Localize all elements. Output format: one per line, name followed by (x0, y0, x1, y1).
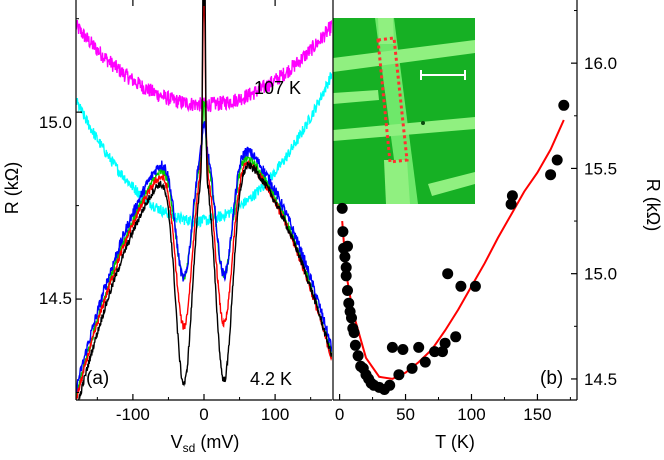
panel-b-data-point (437, 346, 448, 358)
panel-b-ytick-label: 15.0 (584, 265, 617, 284)
panel-b-data-point (340, 270, 352, 282)
panel-b-data-point (384, 379, 396, 391)
panel-b-ticks (338, 10, 577, 400)
panel-a-xtick-label: 0 (199, 405, 208, 424)
inset-electrode (428, 172, 475, 196)
panel-a-ylabel: R (kΩ) (2, 162, 22, 214)
panel-b-data-point (506, 190, 518, 202)
inset-electrode (333, 40, 475, 72)
inset-electrode (333, 117, 475, 141)
panel-a-series-line (77, 0, 332, 400)
panel-b-data-point (393, 369, 405, 381)
panel-b-ylabel: R (kΩ) (643, 179, 663, 231)
inset-particle (421, 121, 425, 125)
panel-b-ytick-label: 15.5 (584, 159, 617, 178)
panel-a-xlabel-sub: sd (183, 441, 196, 455)
panel-b-xlabel: T (K) (435, 432, 475, 452)
panel-b-data-point (429, 346, 441, 358)
panel-a-series-line (76, 72, 332, 229)
panel-b-data-point (348, 327, 360, 339)
panel-b-ytick-label: 14.5 (584, 370, 617, 389)
panel-b-ytick-labels: 14.5 15.0 15.5 16.0 (584, 54, 617, 389)
panel-b-data-point (349, 339, 361, 351)
annotation-4-2k: 4.2 K (250, 369, 292, 389)
panel-b-data-point (336, 202, 348, 214)
panel-a: 14.5 15.0 -100 0 100 Vsd (mV) R (kΩ) (a) 1… (2, 0, 332, 455)
panel-b-data-point (343, 297, 355, 309)
panel-b-data-point (346, 312, 357, 324)
panel-b-data-point (419, 356, 431, 368)
panel-a-series-line (76, 20, 332, 113)
panel-b-data-point (551, 154, 563, 166)
panel-b-xtick-label: 0 (335, 405, 344, 424)
panel-b-data-point (558, 99, 570, 111)
panel-b-data-point (340, 261, 352, 273)
inset-electrode (384, 160, 410, 204)
panel-a-ytick-label: 15.0 (39, 113, 72, 132)
panel-b: 0 50 100 150 14.515.015.516.0 T (K) R (kΩ) … (332, 0, 663, 452)
panel-a-xlabel-main: V (171, 432, 183, 452)
panel-b-fit-curve (341, 119, 565, 380)
panel-b-data-point (413, 341, 425, 353)
panel-b-data-point (337, 226, 349, 238)
panel-b-data-point (386, 341, 398, 353)
panel-b-xtick-label: 50 (396, 405, 415, 424)
panel-b-xtick-label: 150 (523, 405, 551, 424)
panel-b-data-point (450, 331, 462, 343)
panel-b-data-point (352, 350, 364, 362)
inset-micrograph (333, 18, 475, 204)
panel-a-series-line (76, 120, 332, 394)
panel-a-xlabel-unit: (mV) (195, 432, 239, 452)
panel-b-ytick-label: 16.0 (584, 54, 617, 73)
annotation-107k: 107 K (254, 78, 301, 98)
panel-b-xtick-label: 100 (457, 405, 485, 424)
panel-a-series-group (76, 0, 332, 400)
panel-b-points-group (336, 99, 570, 395)
panel-b-data-point (442, 268, 454, 280)
inset-electrode (333, 90, 379, 104)
panel-b-data-point (342, 240, 353, 252)
panel-b-data-point (545, 169, 557, 181)
inset-sample-outline (376, 36, 409, 164)
panel-a-label: (a) (86, 368, 109, 389)
panel-b-data-point (339, 251, 351, 263)
panel-a-xtick-label: -100 (116, 405, 150, 424)
panel-a-ticks (76, 0, 312, 400)
panel-b-data-point (455, 280, 467, 292)
panel-b-label: (b) (540, 368, 563, 389)
panel-b-data-point (439, 337, 451, 349)
panel-a-ytick-label: 14.5 (39, 289, 72, 308)
panel-b-fit-group (341, 119, 565, 380)
panel-a-xlabel: Vsd (mV) (171, 432, 240, 455)
panel-b-data-point (469, 280, 481, 292)
panel-b-data-point (406, 362, 418, 374)
panel-b-data-point (342, 285, 353, 296)
panel-a-series-line (76, 0, 332, 400)
panel-b-xtick-labels: 0 50 100 150 (335, 405, 552, 424)
panel-a-xtick-label: 100 (261, 405, 289, 424)
panel-b-data-point (397, 344, 409, 355)
panel-a-xtick-labels: -100 0 100 (116, 405, 289, 424)
panel-b-data-point (505, 198, 517, 210)
